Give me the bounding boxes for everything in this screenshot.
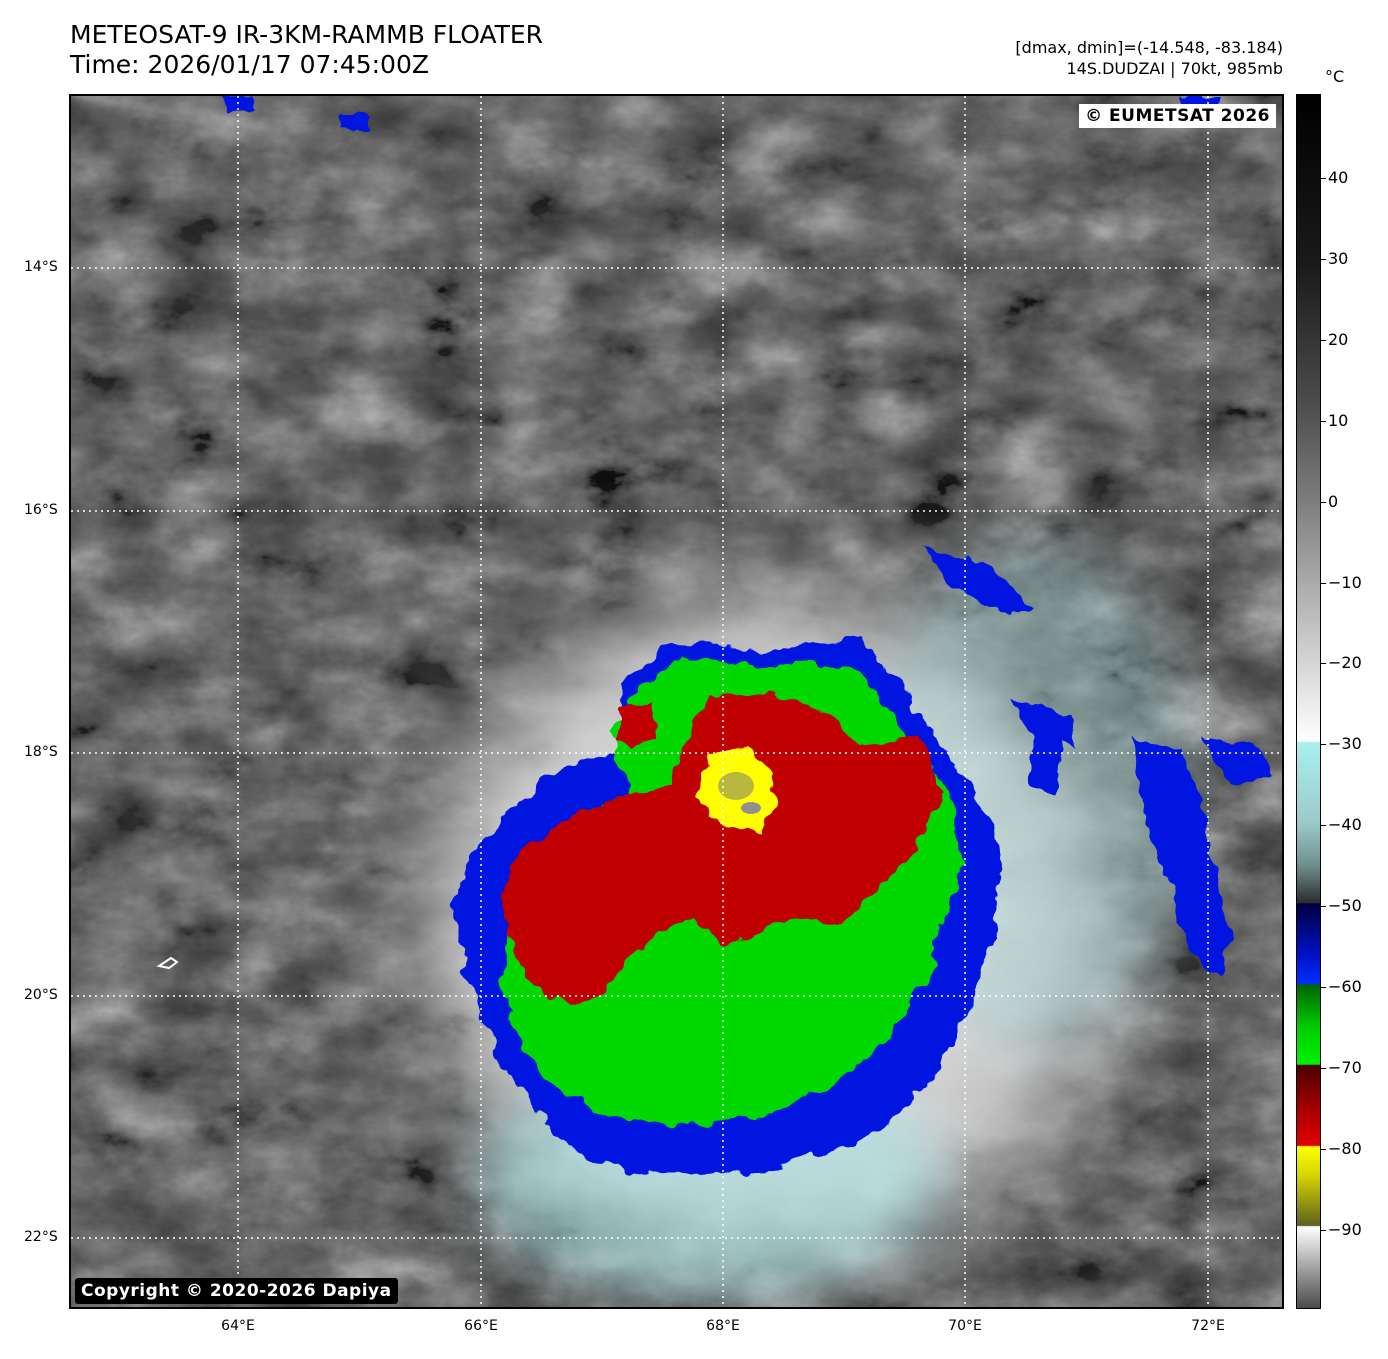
dmax-dmin-readout: [dmax, dmin]=(-14.548, -83.184) — [1015, 38, 1283, 57]
colorbar-unit: °C — [1325, 67, 1345, 86]
colorbar-tick-mark — [1321, 906, 1326, 908]
lat-label-16s: 16°S — [24, 502, 58, 518]
colorbar-tick-label: −60 — [1328, 977, 1362, 996]
colorbar-tick-label: 30 — [1328, 248, 1349, 268]
colorbar-tick-label: 20 — [1328, 329, 1349, 349]
lat-label-14s: 14°S — [24, 259, 58, 275]
lat-label-20s: 20°S — [24, 987, 58, 1003]
storm-info: 14S.DUDZAI | 70kt, 985mb — [1066, 59, 1284, 78]
colorbar-tick-label: −30 — [1328, 734, 1362, 754]
colorbar-tick-label: −80 — [1328, 1138, 1362, 1158]
copyright-label: Copyright © 2020-2026 Dapiya — [75, 1278, 398, 1304]
colorbar — [1296, 94, 1321, 1309]
eumetsat-watermark: © EUMETSAT 2026 — [1079, 104, 1276, 128]
lon-label-70e: 70°E — [948, 1318, 982, 1334]
lon-label-64e: 64°E — [221, 1318, 255, 1334]
graticule — [71, 96, 1282, 1307]
colorbar-tick-mark — [1321, 501, 1326, 503]
colorbar-tick-mark — [1321, 178, 1326, 179]
colorbar-tick-label: −90 — [1328, 1219, 1362, 1239]
image-title: METEOSAT-9 IR-3KM-RAMMB FLOATER — [70, 20, 544, 49]
lon-label-66e: 66°E — [464, 1318, 498, 1334]
colorbar-tick-mark — [1321, 744, 1326, 746]
image-time: Time: 2026/01/17 07:45:00Z — [70, 50, 429, 79]
colorbar-tick-label: −50 — [1328, 896, 1362, 916]
colorbar-tick-label: −20 — [1328, 653, 1362, 673]
satellite-image: © EUMETSAT 2026 Copyright © 2020-2026 Da… — [69, 94, 1284, 1309]
colorbar-tick-mark — [1321, 1067, 1326, 1069]
colorbar-tick-label: −10 — [1328, 572, 1362, 592]
colorbar-tick-mark — [1321, 987, 1326, 988]
colorbar-tick-mark — [1321, 258, 1326, 260]
colorbar-tick-mark — [1321, 825, 1326, 827]
colorbar-tick-label: 40 — [1328, 168, 1349, 187]
colorbar-tick-label: 10 — [1328, 410, 1349, 430]
colorbar-tick-mark — [1321, 663, 1326, 665]
colorbar-tick-label: 0 — [1328, 491, 1339, 511]
lat-label-18s: 18°S — [24, 744, 58, 760]
ir-imagery — [71, 96, 1282, 1307]
lon-label-72e: 72°E — [1191, 1318, 1225, 1334]
colorbar-tick-mark — [1321, 582, 1326, 584]
colorbar-tick-mark — [1321, 339, 1326, 341]
colorbar-tick-label: −40 — [1328, 815, 1362, 835]
lat-label-22s: 22°S — [24, 1229, 58, 1245]
colorbar-tick-mark — [1321, 1148, 1326, 1150]
colorbar-tick-label: −70 — [1328, 1057, 1362, 1077]
lon-label-68e: 68°E — [706, 1318, 740, 1334]
colorbar-tick-mark — [1321, 1229, 1326, 1231]
colorbar-tick-mark — [1321, 420, 1326, 422]
